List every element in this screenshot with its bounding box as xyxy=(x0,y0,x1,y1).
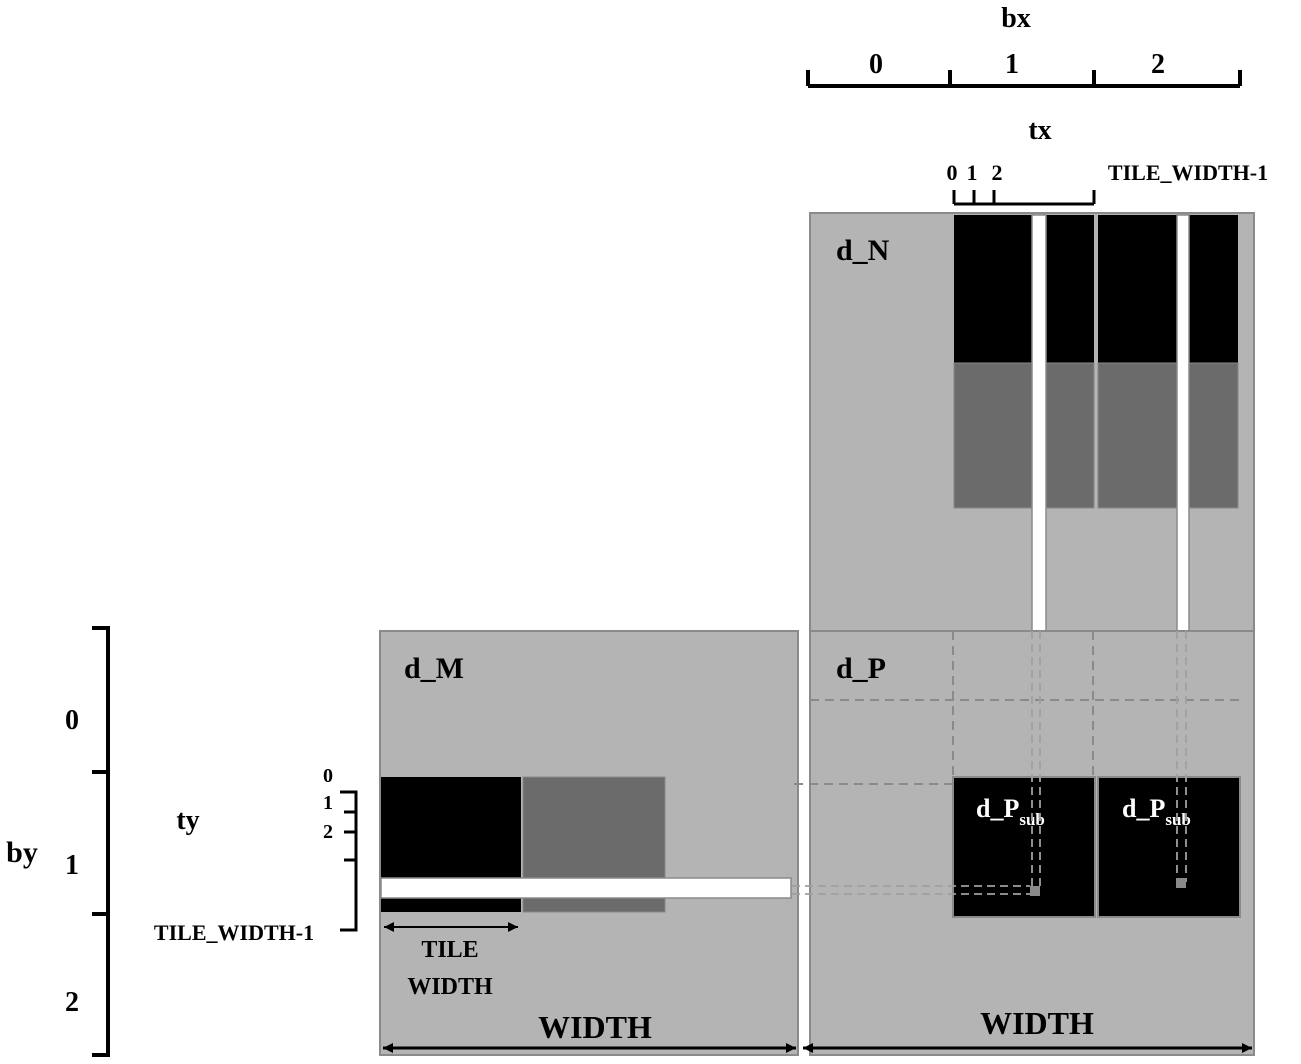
ty-tick-0: 0 xyxy=(323,765,333,787)
n-column-strip-2 xyxy=(1176,214,1190,632)
bx-label: bx xyxy=(1001,3,1031,34)
projection-column-2 xyxy=(1176,631,1187,882)
ty-tick-1: 1 xyxy=(323,792,333,814)
n-tile-mid-1 xyxy=(953,362,1095,509)
p-sub-label-1: d_Psub xyxy=(976,794,1045,829)
tile-width-dimension: TILE WIDTH xyxy=(384,922,518,1000)
projection-row-strip xyxy=(792,885,1030,895)
matrix-d-m-label: d_M xyxy=(404,652,464,685)
by-label: by xyxy=(6,836,38,869)
bx-bracket xyxy=(806,70,1242,88)
ty-label: ty xyxy=(176,805,199,836)
width-dimension-p: WIDTH xyxy=(803,1005,1252,1053)
projection-column-1 xyxy=(1031,631,1041,890)
tx-tick-2: 2 xyxy=(992,160,1003,185)
by-tick-1: 1 xyxy=(65,850,79,881)
p-element-2 xyxy=(1176,878,1186,888)
bx-tick-2: 2 xyxy=(1151,49,1165,80)
width-dimension-m: WIDTH xyxy=(383,1009,796,1053)
by-axis: 0 1 2 by xyxy=(6,626,110,1057)
n-tile-dark-1 xyxy=(954,215,1094,363)
tx-axis: tx 0 1 2 TILE_WIDTH-1 xyxy=(947,115,1268,206)
tx-bracket xyxy=(952,190,1096,206)
matrix-d-m: d_M xyxy=(379,630,799,1056)
tx-tick-last: TILE_WIDTH-1 xyxy=(1108,160,1268,185)
tx-tick-1: 1 xyxy=(967,160,978,185)
width-label-m: WIDTH xyxy=(538,1009,652,1045)
width-label-p: WIDTH xyxy=(980,1005,1094,1041)
bx-tick-1: 1 xyxy=(1005,49,1019,80)
ty-bracket xyxy=(340,790,358,932)
bx-axis: bx 0 1 2 xyxy=(806,3,1242,88)
p-element-1 xyxy=(1030,886,1040,896)
by-tick-0: 0 xyxy=(65,705,79,736)
matrix-d-n-label: d_N xyxy=(836,234,890,267)
ty-tick-last: TILE_WIDTH-1 xyxy=(154,920,314,945)
p-sub-tile-2 xyxy=(1097,776,1241,918)
ty-tick-2: 2 xyxy=(323,821,333,843)
p-sub-tile-1 xyxy=(952,776,1096,918)
n-column-strip-1 xyxy=(1031,214,1047,632)
tx-tick-0: 0 xyxy=(947,160,958,185)
n-tile-dark-2 xyxy=(1098,215,1238,363)
by-bracket xyxy=(92,626,110,1057)
bx-tick-0: 0 xyxy=(869,49,883,80)
matrix-d-p: d_P d_Psub d_Psub xyxy=(809,630,1255,1056)
ty-axis: ty 0 1 2 TILE_WIDTH-1 xyxy=(154,765,358,945)
tile-width-label-line1: TILE xyxy=(421,937,478,963)
matrix-d-p-label: d_P xyxy=(836,652,886,685)
by-tick-2: 2 xyxy=(65,987,79,1018)
n-tile-mid-2 xyxy=(1097,362,1239,509)
p-sub-label-2: d_Psub xyxy=(1122,794,1191,829)
m-row-strip xyxy=(380,877,792,899)
tile-width-label-line2: WIDTH xyxy=(407,974,493,1000)
matrix-d-n: d_N xyxy=(809,212,1255,632)
tx-label: tx xyxy=(1028,115,1051,146)
p-tile-column-guides xyxy=(952,631,1094,777)
